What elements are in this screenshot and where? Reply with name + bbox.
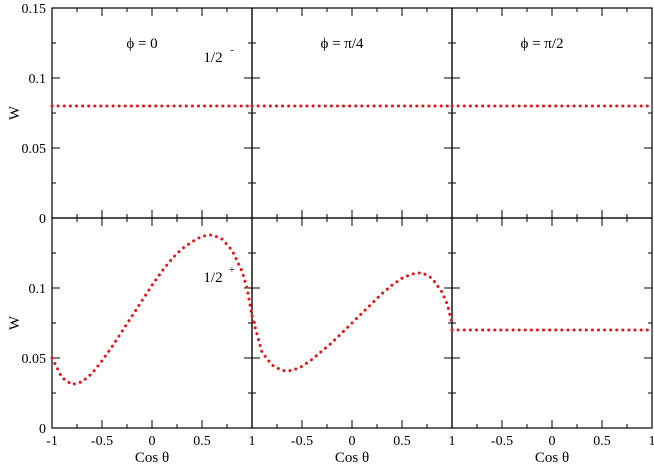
x-tick-label: -0.5 [91, 434, 113, 449]
x-axis-title: Cos θ [535, 450, 569, 466]
x-tick-label: 1 [649, 434, 654, 449]
y-axis-title: W [7, 315, 23, 330]
x-tick-label: 0 [349, 434, 356, 449]
x-tick-label: -1 [46, 434, 58, 449]
x-axis-title: Cos θ [335, 450, 369, 466]
y-tick-label-top: 0.05 [22, 142, 47, 157]
series-line-r1c1 [250, 271, 454, 373]
x-tick-label: 0.5 [393, 434, 411, 449]
state-label-sup: - [230, 45, 233, 56]
column-label: ϕ = π/2 [520, 36, 563, 52]
x-tick-label: -0.5 [491, 434, 513, 449]
state-label: 1/2 [203, 50, 222, 66]
column-label: ϕ = 0 [126, 36, 157, 52]
y-axis-title: W [7, 105, 23, 120]
y-tick-label-top: 0.1 [29, 72, 47, 87]
y-tick-label-bottom: 0 [39, 422, 46, 437]
state-label: 1/2 [203, 270, 222, 286]
x-tick-label: 0.5 [193, 434, 211, 449]
x-axis-title: Cos θ [135, 450, 169, 466]
state-label-sup: + [229, 265, 235, 276]
x-tick-label: 1 [449, 434, 456, 449]
x-tick-label: 0 [149, 434, 156, 449]
panel-frame-r1c0 [51, 217, 253, 429]
panel-frame-r1c2 [451, 217, 653, 429]
y-tick-label-bottom: 0.05 [22, 352, 47, 367]
y-tick-label-bottom: 0.1 [29, 282, 47, 297]
x-tick-label: -0.5 [291, 434, 313, 449]
x-tick-label: 0 [549, 434, 556, 449]
y-tick-label-top: 0 [39, 212, 46, 227]
series-line-r1c0 [50, 233, 254, 387]
column-label: ϕ = π/4 [320, 36, 364, 52]
y-tick-label-top: 0.15 [22, 2, 47, 17]
x-tick-label: 1 [249, 434, 256, 449]
x-tick-label: 0.5 [593, 434, 611, 449]
